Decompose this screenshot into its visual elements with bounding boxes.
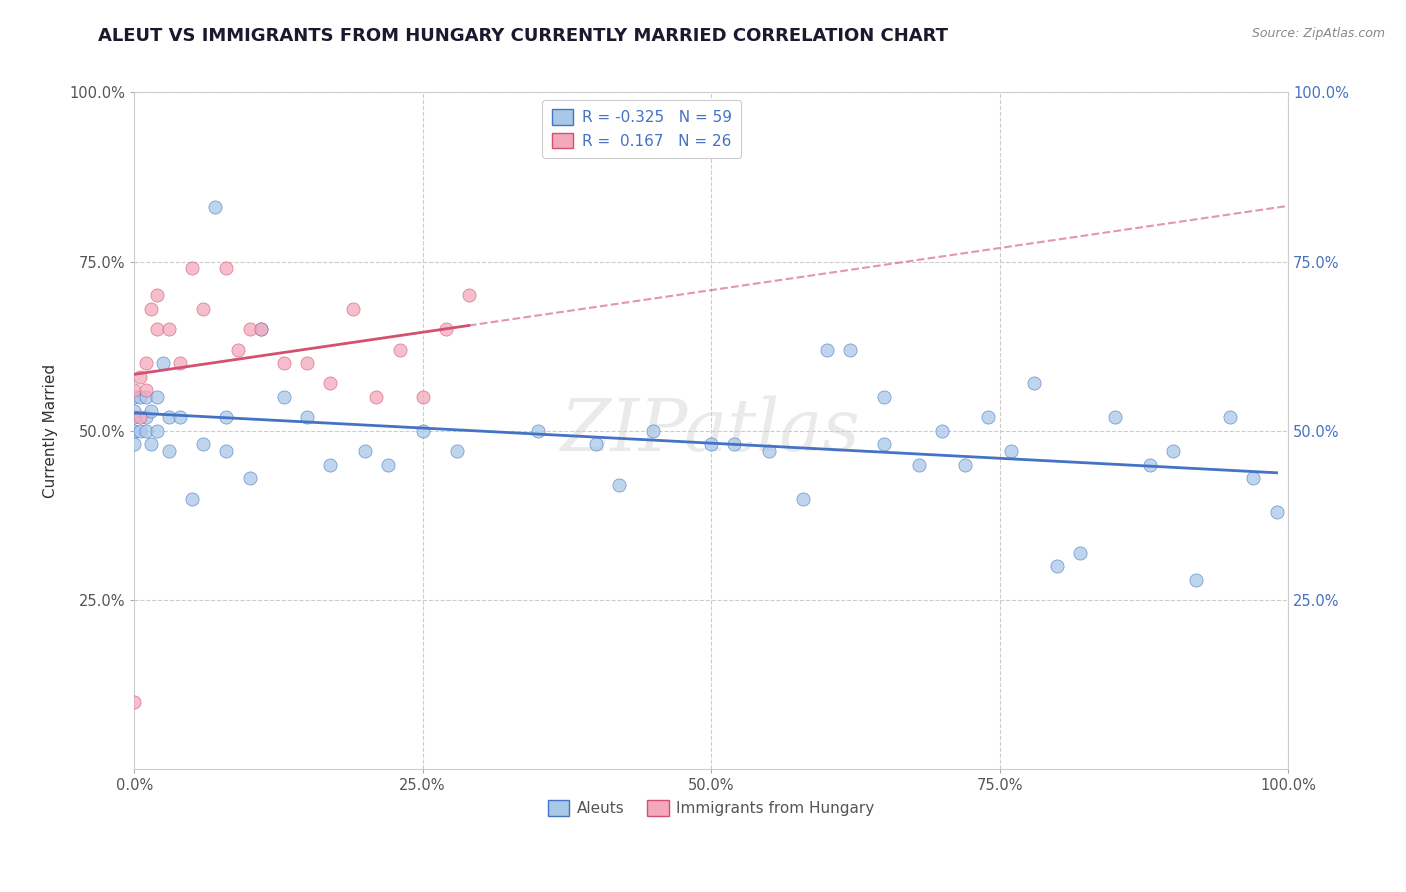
- Point: [838, 343, 860, 357]
- Point: [297, 410, 319, 425]
- Point: [122, 403, 145, 417]
- Point: [1184, 573, 1206, 587]
- Point: [1139, 458, 1161, 472]
- Point: [141, 437, 163, 451]
- Point: [129, 390, 152, 404]
- Point: [157, 444, 180, 458]
- Legend: Aleuts, Immigrants from Hungary: Aleuts, Immigrants from Hungary: [541, 795, 880, 822]
- Point: [135, 424, 157, 438]
- Point: [366, 390, 388, 404]
- Point: [700, 437, 723, 451]
- Point: [585, 437, 607, 451]
- Point: [135, 390, 157, 404]
- Point: [122, 695, 145, 709]
- Point: [141, 301, 163, 316]
- Point: [1219, 410, 1241, 425]
- Point: [122, 437, 145, 451]
- Point: [873, 437, 896, 451]
- Point: [643, 424, 665, 438]
- Point: [412, 424, 434, 438]
- Point: [527, 424, 550, 438]
- Point: [273, 390, 295, 404]
- Point: [238, 322, 260, 336]
- Point: [238, 471, 260, 485]
- Point: [377, 458, 399, 472]
- Point: [434, 322, 457, 336]
- Y-axis label: Currently Married: Currently Married: [44, 364, 58, 498]
- Point: [319, 458, 342, 472]
- Point: [146, 390, 169, 404]
- Point: [122, 424, 145, 438]
- Point: [122, 410, 145, 425]
- Point: [1265, 505, 1288, 519]
- Point: [815, 343, 838, 357]
- Point: [135, 383, 157, 397]
- Point: [758, 444, 780, 458]
- Point: [146, 424, 169, 438]
- Point: [204, 201, 226, 215]
- Point: [215, 444, 238, 458]
- Point: [297, 356, 319, 370]
- Point: [141, 403, 163, 417]
- Text: ALEUT VS IMMIGRANTS FROM HUNGARY CURRENTLY MARRIED CORRELATION CHART: ALEUT VS IMMIGRANTS FROM HUNGARY CURRENT…: [98, 27, 949, 45]
- Point: [146, 288, 169, 302]
- Point: [977, 410, 1000, 425]
- Point: [607, 478, 630, 492]
- Point: [723, 437, 745, 451]
- Point: [146, 322, 169, 336]
- Point: [953, 458, 976, 472]
- Point: [412, 390, 434, 404]
- Point: [129, 424, 152, 438]
- Point: [354, 444, 377, 458]
- Point: [907, 458, 929, 472]
- Point: [122, 390, 145, 404]
- Point: [135, 356, 157, 370]
- Point: [1069, 546, 1091, 560]
- Point: [193, 437, 215, 451]
- Point: [319, 376, 342, 391]
- Point: [129, 410, 152, 425]
- Point: [180, 491, 202, 506]
- Point: [169, 356, 191, 370]
- Point: [250, 322, 273, 336]
- Point: [273, 356, 295, 370]
- Point: [135, 410, 157, 425]
- Point: [122, 383, 145, 397]
- Point: [446, 444, 468, 458]
- Point: [193, 301, 215, 316]
- Point: [152, 356, 174, 370]
- Point: [457, 288, 479, 302]
- Point: [169, 410, 191, 425]
- Point: [157, 410, 180, 425]
- Point: [873, 390, 896, 404]
- Point: [1024, 376, 1046, 391]
- Point: [388, 343, 411, 357]
- Point: [1046, 559, 1069, 574]
- Point: [215, 261, 238, 276]
- Point: [215, 410, 238, 425]
- Point: [226, 343, 249, 357]
- Point: [1243, 471, 1265, 485]
- Point: [931, 424, 953, 438]
- Point: [250, 322, 273, 336]
- Point: [1161, 444, 1184, 458]
- Point: [792, 491, 814, 506]
- Text: Source: ZipAtlas.com: Source: ZipAtlas.com: [1251, 27, 1385, 40]
- Point: [180, 261, 202, 276]
- Point: [1000, 444, 1022, 458]
- Point: [1104, 410, 1126, 425]
- Text: ZIPatlas: ZIPatlas: [561, 395, 860, 467]
- Point: [342, 301, 364, 316]
- Point: [157, 322, 180, 336]
- Point: [129, 369, 152, 384]
